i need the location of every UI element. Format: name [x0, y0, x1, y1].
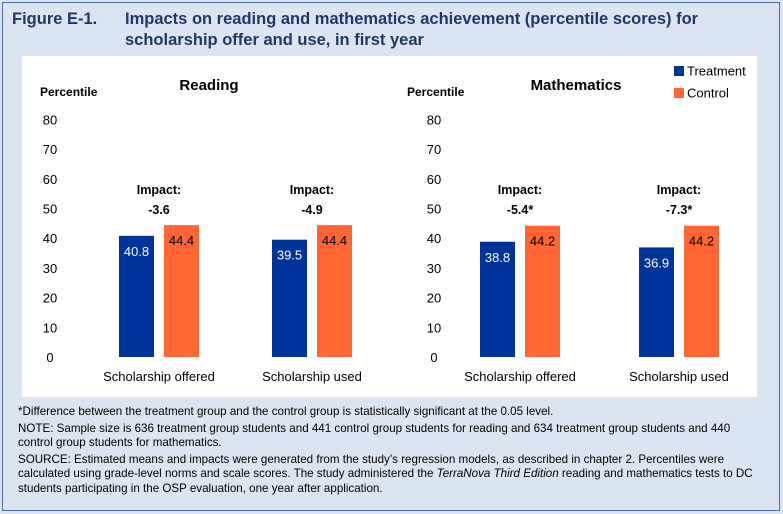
notes-block: *Difference between the treatment group … — [18, 405, 768, 499]
source-text-a: SOURCE: Estimated means and impacts were… — [18, 452, 725, 481]
math-label-treatment-1: 36.9 — [644, 255, 669, 270]
reading-label-treatment-0: 40.8 — [124, 244, 149, 259]
math-tick-30: 30 — [427, 261, 441, 276]
math-impact-label-0: Impact: — [498, 183, 542, 197]
math-bar-treatment-0 — [480, 241, 515, 357]
math-tick-0: 0 — [430, 350, 437, 365]
reading-bar-control-0 — [164, 225, 199, 357]
reading-impact-label-0: Impact: — [137, 183, 181, 197]
figure-label: Figure E-1. — [12, 10, 98, 28]
chart-area: Percentile Reading 0 10 20 30 40 50 60 70 80 40.8 44… — [22, 56, 757, 397]
reading-label-control-0: 44.4 — [169, 233, 194, 248]
figure-title-text: Impacts on reading and mathematics achie… — [125, 10, 699, 49]
reading-tick-30: 30 — [43, 261, 57, 276]
source-text-b: reading and mathematics tests to DC stud… — [18, 467, 753, 495]
sample-size-note: NOTE: Sample size is 636 treatment group… — [18, 421, 731, 450]
source-note: SOURCE: Estimated means and impacts were… — [18, 453, 768, 497]
math-title: Mathematics — [531, 77, 622, 94]
legend-control-swatch — [674, 88, 684, 98]
math-bar-control-0 — [525, 225, 560, 357]
math-bar-treatment-1 — [639, 247, 674, 357]
reading-title: Reading — [179, 77, 238, 94]
reading-ylabel: Percentile — [40, 85, 98, 99]
reading-bar-treatment-0 — [119, 235, 154, 357]
reading-tick-70: 70 — [43, 142, 57, 157]
reading-category-0: Scholarship offered — [103, 369, 215, 384]
reading-tick-60: 60 — [43, 172, 57, 187]
reading-tick-40: 40 — [43, 231, 57, 246]
math-bar-control-1 — [684, 225, 719, 357]
math-tick-70: 70 — [427, 142, 441, 157]
reading-bar-control-1 — [317, 225, 352, 357]
reading-label-treatment-1: 39.5 — [277, 248, 302, 263]
math-tick-60: 60 — [427, 172, 441, 187]
legend-control-label: Control — [687, 86, 729, 101]
reading-tick-80: 80 — [43, 112, 57, 127]
reading-impact-value-1: -4.9 — [301, 203, 323, 217]
reading-impact-value-0: -3.6 — [148, 203, 170, 217]
math-category-0: Scholarship offered — [464, 369, 576, 384]
reading-tick-0: 0 — [46, 350, 53, 365]
reading-label-control-1: 44.4 — [322, 233, 347, 248]
math-label-control-0: 44.2 — [530, 234, 555, 249]
math-tick-20: 20 — [427, 291, 441, 306]
math-impact-label-1: Impact: — [657, 183, 701, 197]
math-tick-10: 10 — [427, 320, 441, 335]
reading-tick-10: 10 — [43, 320, 57, 335]
math-label-treatment-0: 38.8 — [485, 250, 510, 265]
reading-tick-20: 20 — [43, 291, 57, 306]
reading-impact-label-1: Impact: — [290, 183, 334, 197]
reading-bar-treatment-1 — [272, 239, 307, 357]
source-text-italic: TerraNova Third Edition — [436, 467, 559, 481]
legend-treatment-swatch — [674, 66, 684, 76]
reading-tick-50: 50 — [43, 202, 57, 217]
legend-treatment-label: Treatment — [687, 64, 746, 79]
math-tick-40: 40 — [427, 231, 441, 246]
math-impact-value-1: -7.3* — [666, 203, 693, 217]
reading-category-1: Scholarship used — [262, 369, 362, 384]
math-tick-50: 50 — [427, 202, 441, 217]
math-tick-80: 80 — [427, 112, 441, 127]
math-impact-value-0: -5.4* — [507, 203, 534, 217]
math-label-control-1: 44.2 — [689, 234, 714, 249]
significance-note: *Difference between the treatment group … — [18, 405, 554, 418]
chart-svg: Percentile Reading 0 10 20 30 40 50 60 70 80 40.8 44… — [40, 64, 746, 385]
math-category-1: Scholarship used — [629, 369, 729, 384]
math-ylabel: Percentile — [407, 85, 465, 99]
